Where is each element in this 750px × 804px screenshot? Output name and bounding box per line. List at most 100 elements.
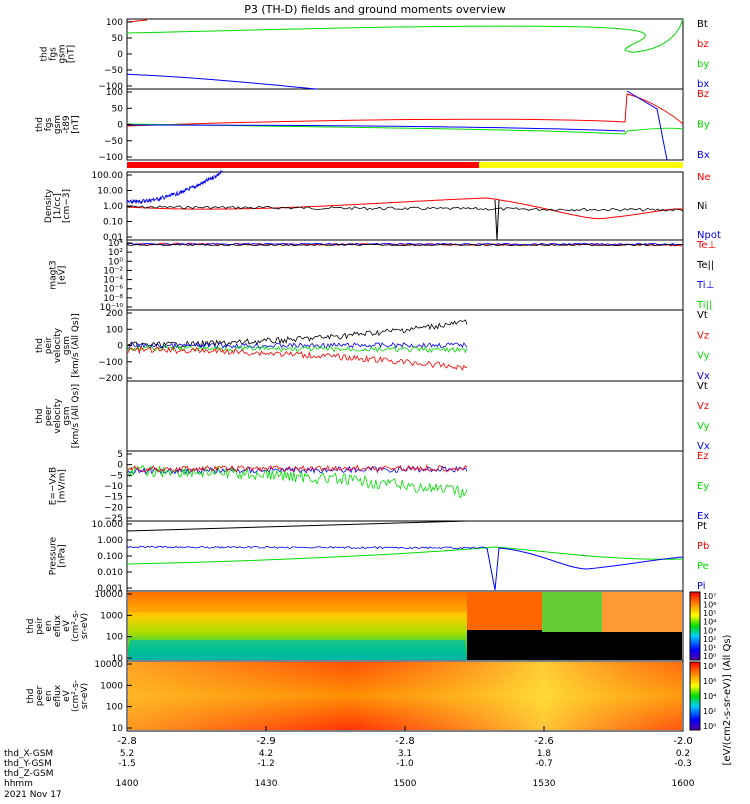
colorbar-tick-label: 10⁰ xyxy=(703,652,716,661)
legend-entry: Bz xyxy=(697,89,709,100)
y-tick-label: 10⁻¹⁰ xyxy=(100,303,124,313)
y-tick-label: 1000 xyxy=(100,681,123,691)
series-line-Tiperp xyxy=(126,242,684,246)
y-tick-label: −100 xyxy=(98,82,123,92)
x-row-value: -1.0 xyxy=(396,759,414,769)
y-tick-label: 0 xyxy=(117,121,123,131)
legend-entry: By xyxy=(697,120,710,131)
y-tick-label: 10⁻⁴ xyxy=(103,276,123,286)
y-tick-label: 200 xyxy=(106,309,123,319)
y-axis-label: thd xyxy=(35,338,45,353)
y-axis-label: [mV/m] xyxy=(58,469,68,503)
y-axis-label: [nT] xyxy=(71,115,81,133)
y-axis-label: fgs xyxy=(49,47,59,61)
legend-entry: Ti⊥ xyxy=(696,280,714,291)
y-axis-label: eV xyxy=(62,689,72,702)
y-tick-label: −50 xyxy=(104,66,123,76)
y-tick-label: 0.001 xyxy=(97,584,123,594)
y-axis-label: peir xyxy=(44,336,54,354)
date-label: 2021 Nov 17 xyxy=(4,790,62,800)
x-tick-label: -2.8 xyxy=(395,736,415,747)
y-axis-label: magt3 xyxy=(49,260,59,289)
panel-frame-fgs xyxy=(126,18,684,90)
y-axis-label: eV xyxy=(62,619,72,632)
y-axis-label: [km/s (All Qs)] xyxy=(71,313,81,377)
series-line-Npot xyxy=(126,169,223,205)
y-tick-label: 1.00 xyxy=(103,202,123,212)
series-line-Tepar xyxy=(126,243,684,247)
colorbar-tick-label: 10⁸ xyxy=(703,662,716,671)
legend-entry: by xyxy=(697,59,709,70)
series-line-Vx xyxy=(126,342,468,350)
colorbar-tick-label: 10⁶ xyxy=(703,601,716,610)
legend-entry: Vt xyxy=(697,381,708,392)
legend-entry: Pt xyxy=(697,521,707,532)
series-line-Vt xyxy=(126,319,468,349)
legend-entry: Pe xyxy=(697,561,709,572)
colorbar-tick-label: 10² xyxy=(703,635,716,644)
y-tick-label: 50 xyxy=(112,104,124,114)
legend-entry: Vx xyxy=(697,371,710,382)
y-tick-label: −15 xyxy=(104,493,123,503)
y-tick-label: 0.01 xyxy=(103,233,123,243)
series-line-Ey xyxy=(126,464,468,499)
y-tick-label: 10⁰ xyxy=(108,257,123,267)
x-row-value: -1.5 xyxy=(118,759,136,769)
x-row-value: 3.1 xyxy=(398,749,412,759)
x-row-value: 1600 xyxy=(672,779,695,789)
colorbar-tick-label: 10³ xyxy=(703,626,716,635)
series-line-Ez xyxy=(126,464,468,473)
legend-entry: Ne xyxy=(697,172,711,183)
y-tick-label: 5 xyxy=(117,450,123,460)
y-axis-label: thd xyxy=(35,409,45,424)
x-row-value: 5.2 xyxy=(120,749,134,759)
series-line-Pi-2 xyxy=(486,547,684,591)
y-tick-label: 0.010 xyxy=(97,568,123,578)
mode-bar-red xyxy=(127,162,479,168)
y-axis-label: peer xyxy=(35,685,45,706)
y-axis-label: gsm xyxy=(62,336,72,355)
legend-entry: Pb xyxy=(697,541,709,552)
colorbar-tick-label: 10¹ xyxy=(703,643,716,652)
y-axis-label: eflux xyxy=(53,614,63,637)
y-tick-label: −25 xyxy=(104,514,123,524)
y-tick-label: 100.00 xyxy=(92,171,124,181)
y-axis-label: [nPa] xyxy=(58,544,68,567)
x-row-value: 1530 xyxy=(533,779,556,789)
y-tick-label: 10 xyxy=(112,724,124,734)
y-tick-label: 0.10 xyxy=(103,218,123,228)
y-tick-label: −100 xyxy=(98,358,123,368)
y-axis-label: en xyxy=(44,690,54,701)
y-tick-label: 1000 xyxy=(100,611,123,621)
colorbar-tick-label: 10⁷ xyxy=(703,592,716,601)
legend-entry: Ni xyxy=(697,201,707,212)
y-tick-label: 0 xyxy=(117,461,123,471)
series-line-Ni xyxy=(126,205,684,212)
y-axis-label: [cm−3] xyxy=(62,189,72,223)
y-axis-label: sr-eV) xyxy=(80,683,90,709)
legend-entry: Pi xyxy=(697,581,706,592)
legend-entry: Ti|| xyxy=(696,300,712,311)
panel-frame-peir-velocity xyxy=(126,309,684,382)
y-axis-label: gsm xyxy=(58,44,68,63)
legend-entry: bx xyxy=(697,79,709,90)
x-row-label: thd_Y-GSM xyxy=(4,759,52,769)
legend-entry: Vz xyxy=(697,330,709,341)
legend-entry: Vx xyxy=(697,441,710,452)
x-row-value: 1430 xyxy=(255,779,278,789)
y-tick-label: 10⁻⁸ xyxy=(103,294,123,304)
x-row-value: -0.7 xyxy=(535,759,553,769)
x-tick-label: -2.9 xyxy=(256,736,276,747)
y-axis-label: sr-eV) xyxy=(80,613,90,639)
y-tick-label: 50 xyxy=(112,34,124,44)
panel-frame-density xyxy=(126,171,684,241)
y-axis-label: peer xyxy=(44,405,54,426)
y-axis-label: (cm²-s- xyxy=(71,610,81,642)
y-tick-label: 10 xyxy=(112,654,124,664)
colorbar-label: [eV/(cm2-s-sr-eV)] (All Qs) xyxy=(722,634,733,765)
y-tick-label: −10 xyxy=(104,482,123,492)
ion-colorbar xyxy=(689,591,701,661)
y-tick-label: −20 xyxy=(104,503,123,513)
series-line-Pe xyxy=(126,546,684,565)
